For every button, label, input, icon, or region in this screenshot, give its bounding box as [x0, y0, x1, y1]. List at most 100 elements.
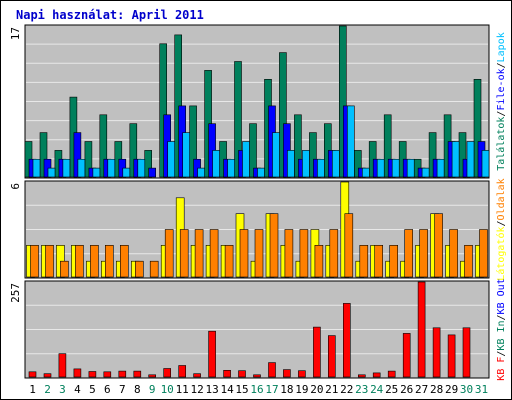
bar-oldalak-day-13	[209, 229, 219, 278]
bar-lapok-day-20	[317, 158, 325, 178]
bar-tal-latok-day-19	[294, 114, 302, 178]
panel-middle: 6 Látogatók/Oldalak	[9, 178, 507, 280]
bar-kb-f-day-11	[178, 365, 186, 378]
x-tick-label: 20	[310, 383, 323, 396]
legend-bottom: KB F/KB In/KB Out	[496, 278, 507, 380]
legend-entry: File-ok	[496, 68, 507, 110]
x-tick-label: 9	[149, 383, 156, 396]
x-tick-label: 14	[220, 383, 234, 396]
bar-kb-f-day-18	[283, 369, 291, 378]
bar-kb-f-day-22	[342, 303, 351, 378]
bar-lapok-day-16	[257, 167, 265, 178]
x-tick-label: 4	[74, 383, 81, 396]
x-tick-label: 6	[104, 383, 111, 396]
bar-oldalak-day-9	[149, 260, 159, 278]
bar-oldalak-day-2	[45, 245, 54, 278]
bar-kb-f-day-16	[253, 374, 261, 378]
chart-title: Napi használat: April 2011	[16, 8, 204, 22]
bar-oldalak-day-30	[464, 245, 473, 278]
bar-file-ok-day-4	[73, 132, 82, 178]
legend-entry: Látogatók	[495, 227, 507, 281]
bar-kb-f-day-21	[327, 335, 336, 378]
legend-entry: KB Out	[496, 278, 507, 314]
bar-oldalak-day-10	[164, 229, 174, 278]
bar-lapok-day-4	[77, 158, 86, 178]
bar-lapok-day-25	[391, 158, 400, 178]
x-tick-label: 31	[475, 383, 488, 396]
bar-lapok-day-8	[137, 158, 146, 178]
bar-oldalak-day-19	[299, 229, 309, 278]
bar-kb-f-day-12	[193, 373, 201, 378]
x-tick-label: 16	[250, 383, 263, 396]
bar-lapok-day-5	[92, 167, 101, 178]
bar-oldalak-day-21	[329, 229, 339, 278]
legend-entry: Találatok	[495, 117, 507, 171]
x-tick-label: 15	[235, 383, 248, 396]
x-tick-label: 23	[355, 383, 368, 396]
bar-kb-f-day-29	[447, 334, 456, 378]
legend-entry: /	[496, 351, 507, 357]
legend-entry: KB In	[496, 320, 507, 350]
bar-tal-latok-day-28	[428, 132, 437, 178]
bar-tal-latok-day-18	[279, 52, 287, 178]
bar-oldalak-day-11	[179, 229, 189, 278]
x-tick-label: 21	[325, 383, 338, 396]
x-tick-label: 27	[415, 383, 428, 396]
bar-kb-f-day-5	[88, 371, 97, 378]
x-tick-label: 18	[280, 383, 293, 396]
bar-lapok-day-6	[107, 158, 116, 178]
bar-oldalak-day-17	[269, 213, 279, 278]
bar-lapok-day-21	[331, 150, 340, 178]
bar-lapok-day-28	[436, 158, 445, 178]
bar-tal-latok-day-15	[234, 61, 242, 178]
bar-kb-f-day-1	[28, 371, 37, 378]
y-max-label: 17	[9, 27, 22, 40]
bar-oldalak-day-28	[434, 213, 443, 278]
x-tick-label: 12	[190, 383, 203, 396]
legend-entry: /	[496, 111, 507, 117]
bar-kb-f-day-10	[163, 368, 171, 378]
x-tick-label: 22	[340, 383, 353, 396]
legend-entry: Oldalak	[496, 178, 507, 220]
legend-entry: /	[496, 220, 507, 226]
bar-kb-f-day-2	[43, 373, 52, 378]
x-tick-label: 24	[370, 383, 384, 396]
bar-lapok-day-22	[346, 105, 355, 178]
x-tick-label: 7	[119, 383, 126, 396]
x-tick-label: 2	[44, 383, 51, 396]
bar-lapok-day-14	[227, 158, 235, 178]
bar-lapok-day-10	[167, 141, 175, 178]
bar-oldalak-day-27	[419, 229, 428, 278]
bar-oldalak-day-6	[105, 245, 114, 278]
bar-oldalak-day-8	[135, 260, 144, 278]
bar-kb-f-day-6	[103, 371, 112, 378]
bar-kb-f-day-20	[313, 326, 321, 378]
bar-oldalak-day-18	[284, 229, 294, 278]
bar-kb-f-day-23	[357, 374, 366, 378]
bar-kb-f-day-19	[298, 370, 306, 378]
bar-lapok-day-11	[182, 132, 190, 178]
bar-lapok-day-24	[376, 158, 385, 178]
bar-lapok-day-7	[122, 167, 131, 178]
x-tick-label: 8	[134, 383, 141, 396]
legend-entry: Lapok	[496, 32, 507, 62]
legend-middle: Látogatók/Oldalak	[495, 178, 507, 280]
bar-lapok-day-13	[212, 150, 220, 178]
bar-oldalak-day-12	[194, 229, 204, 278]
bar-oldalak-day-25	[389, 245, 399, 278]
bar-kb-f-day-27	[417, 281, 426, 378]
bar-oldalak-day-3	[60, 260, 69, 278]
legend-top: Találatok/File-ok/Lapok	[495, 32, 507, 171]
x-tick-label: 13	[205, 383, 218, 396]
bar-lapok-day-18	[287, 150, 295, 178]
bar-kb-f-day-9	[148, 374, 156, 378]
bar-lapok-day-23	[361, 167, 370, 178]
bar-kb-f-day-13	[208, 330, 216, 378]
x-tick-label: 25	[385, 383, 398, 396]
bar-kb-f-day-8	[133, 370, 142, 378]
bar-tal-latok-day-25	[383, 114, 392, 178]
bar-oldalak-day-7	[120, 245, 129, 278]
